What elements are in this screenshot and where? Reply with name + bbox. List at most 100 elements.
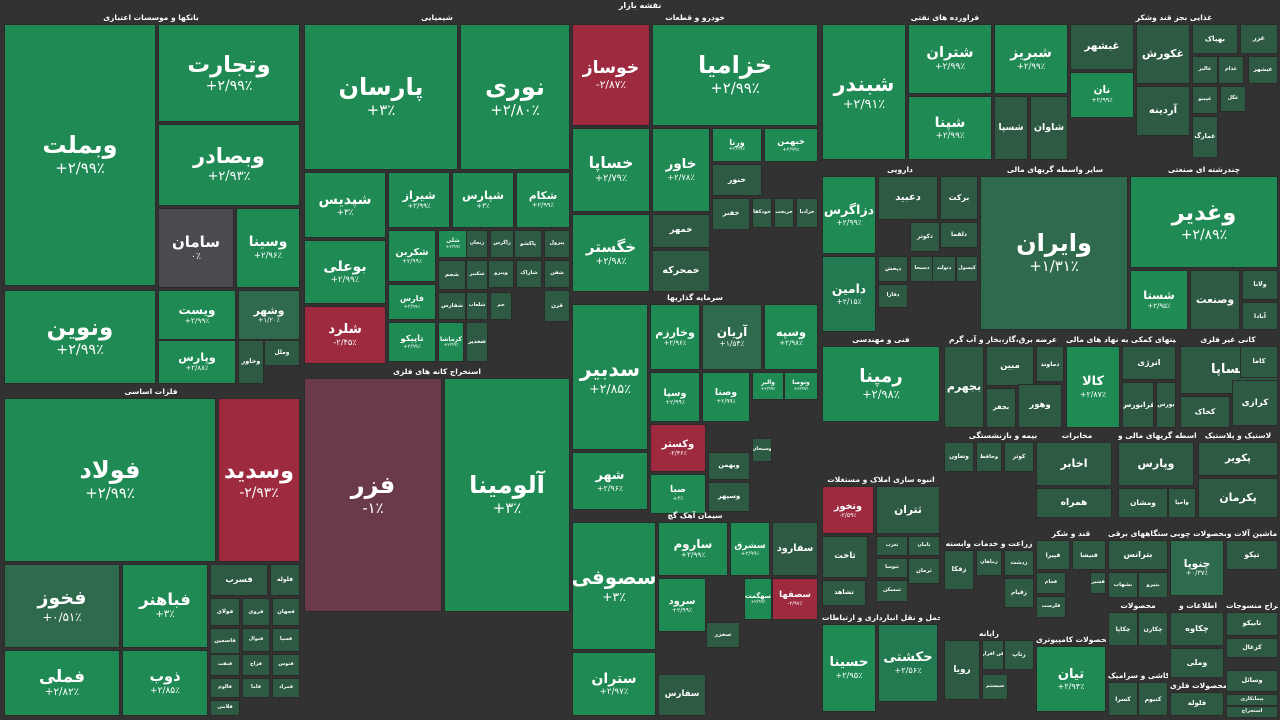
treemap-tile[interactable]: سفارود [772,522,818,576]
treemap-tile[interactable]: چکاوه [1170,612,1224,646]
treemap-tile[interactable]: فروی [242,598,270,626]
treemap-tile[interactable]: شکبیر [466,260,488,290]
treemap-tile[interactable]: فولاد +۲/۹۹٪ [4,398,216,562]
treemap-tile[interactable]: وبملت +۲/۹۹٪ [4,24,156,286]
treemap-tile[interactable]: سهگمت +۲/۹۹٪ [744,578,772,620]
treemap-tile[interactable]: بترانس [1108,540,1168,570]
treemap-tile[interactable]: پکویر [1198,442,1278,476]
treemap-tile[interactable]: وکستر -۲/۴۶٪ [650,424,706,472]
treemap-tile[interactable]: غالبر [1192,56,1218,84]
treemap-tile[interactable]: تابیکو [1226,612,1278,636]
treemap-tile[interactable]: کالا +۲/۸۷٪ [1066,346,1120,428]
treemap-tile[interactable]: ثمسکن [876,580,908,602]
treemap-tile[interactable]: نان +۲/۹۹٪ [1070,72,1134,118]
treemap-tile[interactable]: سفارس [658,674,706,716]
treemap-tile[interactable]: شکام +۲/۹۹٪ [516,172,570,228]
treemap-tile[interactable]: قشیر [1090,572,1106,594]
treemap-tile[interactable]: صبا +۳٪ [650,474,706,514]
treemap-tile[interactable]: خوساز -۲/۸۷٪ [572,24,650,126]
treemap-tile[interactable]: وحافظ [976,442,1002,472]
treemap-tile[interactable]: مبین [986,346,1034,386]
treemap-tile[interactable]: وتعاون [944,442,974,472]
treemap-tile[interactable]: کخاک [1180,396,1230,428]
treemap-tile[interactable]: تیکو [1226,540,1278,570]
treemap-tile[interactable]: فنفت [210,654,240,676]
treemap-tile[interactable]: ثتران [876,486,940,534]
treemap-tile[interactable]: دکوثر [910,222,940,252]
treemap-tile[interactable]: شجم [438,260,466,290]
treemap-tile[interactable]: ورنا +۲/۹۹٪ [712,128,762,162]
treemap-tile[interactable]: شتران +۲/۹۹٪ [908,24,992,94]
treemap-tile[interactable]: شفارس [438,292,466,320]
treemap-tile[interactable]: آریان +۱/۵۴٪ [702,304,762,370]
treemap-tile[interactable]: کرماشا +۲/۹۹٪ [438,322,464,362]
treemap-tile[interactable]: وسبحان [752,438,772,462]
treemap-tile[interactable]: ثرمان [908,558,940,584]
treemap-tile[interactable]: دماوند [1036,346,1064,382]
treemap-tile[interactable]: وینرو [488,260,514,288]
treemap-tile[interactable]: سرود +۲/۹۹٪ [658,578,706,632]
treemap-tile[interactable]: دسبحا [910,256,934,282]
treemap-tile[interactable]: شاراک [516,260,542,288]
treemap-tile[interactable]: شلرد -۲/۴۵٪ [304,306,386,364]
treemap-tile[interactable]: فباهنر +۳٪ [122,564,208,648]
treemap-tile[interactable]: آلومینا +۳٪ [444,378,570,612]
treemap-tile[interactable]: وسپا +۲/۹۹٪ [650,372,700,422]
treemap-tile[interactable]: شلعاب [466,292,488,320]
treemap-tile[interactable]: ذوب +۲/۸۵٪ [122,650,208,716]
treemap-tile[interactable]: خمهر [652,214,710,248]
treemap-tile[interactable]: فلوله [1170,692,1224,716]
treemap-tile[interactable]: فخوز +۰/۵۱٪ [4,564,120,648]
treemap-tile[interactable]: فالوم [210,678,240,698]
treemap-tile[interactable]: دلقما [940,222,978,248]
treemap-tile[interactable]: زماهان [976,550,1002,576]
treemap-tile[interactable]: خبهمن +۲/۹۹٪ [764,128,818,162]
treemap-tile[interactable]: حسینا +۲/۹۵٪ [822,624,876,712]
treemap-tile[interactable]: وملی [1170,648,1224,678]
treemap-tile[interactable]: وبهمن [708,452,750,480]
treemap-tile[interactable]: قلرست [1036,596,1066,618]
treemap-tile[interactable]: غگل [1220,86,1246,112]
treemap-tile[interactable]: پاکشو [514,230,542,258]
treemap-tile[interactable]: سخزر [706,622,740,648]
treemap-tile[interactable]: وبصادر +۲/۹۳٪ [158,124,300,206]
treemap-tile[interactable]: ولانا [1242,270,1278,300]
treemap-tile[interactable]: فسرب [210,564,268,596]
treemap-tile[interactable]: دپخش [878,256,908,282]
treemap-tile[interactable]: کسرا [1108,682,1138,716]
treemap-tile[interactable]: فملی +۲/۸۲٪ [4,650,120,716]
treemap-tile[interactable]: کپسول [956,256,978,282]
treemap-tile[interactable]: وغدیر +۲/۸۹٪ [1130,176,1278,268]
treemap-tile[interactable]: شپنا +۲/۹۹٪ [908,96,992,160]
treemap-tile[interactable]: کنیوم [1138,682,1168,716]
treemap-tile[interactable]: ثنوسا [876,558,908,578]
treemap-tile[interactable]: سشرق +۲/۹۹٪ [730,522,770,576]
treemap-tile[interactable]: ساروم +۲/۹۹٪ [658,522,728,576]
treemap-tile[interactable]: آردینه [1136,86,1190,136]
treemap-tile[interactable]: خساپا +۲/۷۹٪ [572,128,650,212]
treemap-tile[interactable]: شستا +۲/۹۵٪ [1130,270,1188,330]
treemap-tile[interactable]: غکورش [1136,24,1190,84]
treemap-tile[interactable]: چنوپا +۰/۳۷٪ [1170,540,1224,596]
treemap-tile[interactable]: فلوله [270,564,300,596]
treemap-tile[interactable]: زدشت [1004,550,1034,576]
treemap-tile[interactable]: خنور [712,164,762,196]
treemap-tile[interactable]: وهور [1018,384,1062,428]
treemap-tile[interactable]: ثامان [908,536,940,556]
treemap-tile[interactable]: سیستم [982,674,1008,700]
treemap-tile[interactable]: فارس +۲/۹۹٪ [388,284,436,320]
treemap-tile[interactable]: وپارس [1118,442,1194,486]
treemap-tile[interactable]: وایران +۱/۳۱٪ [980,176,1128,330]
treemap-tile[interactable]: کرازی [1232,380,1278,426]
treemap-tile[interactable]: ونوین +۲/۹۹٪ [4,290,156,384]
treemap-tile[interactable]: بنیرو [1138,572,1168,598]
treemap-tile[interactable]: پکرمان [1198,478,1278,518]
treemap-tile[interactable]: سصفها -۲/۹۷٪ [772,578,818,620]
treemap-tile[interactable]: فلامی [210,700,240,716]
treemap-tile[interactable]: خگستر +۲/۹۸٪ [572,214,650,292]
treemap-tile[interactable]: دتولید [932,256,956,282]
treemap-tile[interactable]: خاور +۲/۷۸٪ [652,128,710,212]
treemap-tile[interactable]: بجهرم [944,346,984,428]
treemap-tile[interactable]: آبادا [1242,302,1278,330]
treemap-tile[interactable]: بوعلی +۲/۹۹٪ [304,240,386,304]
